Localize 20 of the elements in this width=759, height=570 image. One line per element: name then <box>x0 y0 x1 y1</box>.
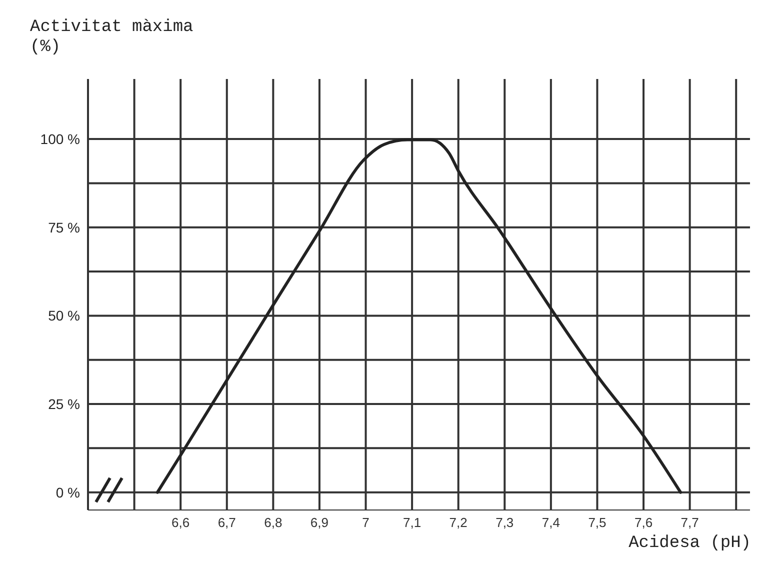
x-tick-label: 7,6 <box>634 515 653 530</box>
line-series <box>156 138 682 494</box>
y-tick-label: 25 % <box>48 396 80 412</box>
y-tick-label: 100 % <box>40 131 80 148</box>
x-tick-label: 7,3 <box>496 515 514 530</box>
x-tick-label: 6,7 <box>218 515 236 530</box>
y-tick-label: 0 % <box>56 484 80 500</box>
x-tick-label: 7,4 <box>542 515 560 530</box>
x-tick-label: 7 <box>362 515 370 530</box>
y-axis-title: Activitat màxima (%) <box>30 18 194 58</box>
x-tick-label: 7,7 <box>680 515 699 530</box>
x-tick-label: 7,1 <box>403 515 422 530</box>
x-tick-label: 6,8 <box>264 515 282 530</box>
x-tick-label: 6,9 <box>310 515 329 530</box>
x-tick-label: 7,5 <box>588 515 606 530</box>
x-tick-label: 6,6 <box>172 515 190 530</box>
y-tick-label: 75 % <box>48 219 80 236</box>
x-axis-title: Acidesa (pH) <box>628 534 751 553</box>
x-tick-label: 7,2 <box>449 515 468 530</box>
y-tick-label: 50 % <box>48 308 80 324</box>
